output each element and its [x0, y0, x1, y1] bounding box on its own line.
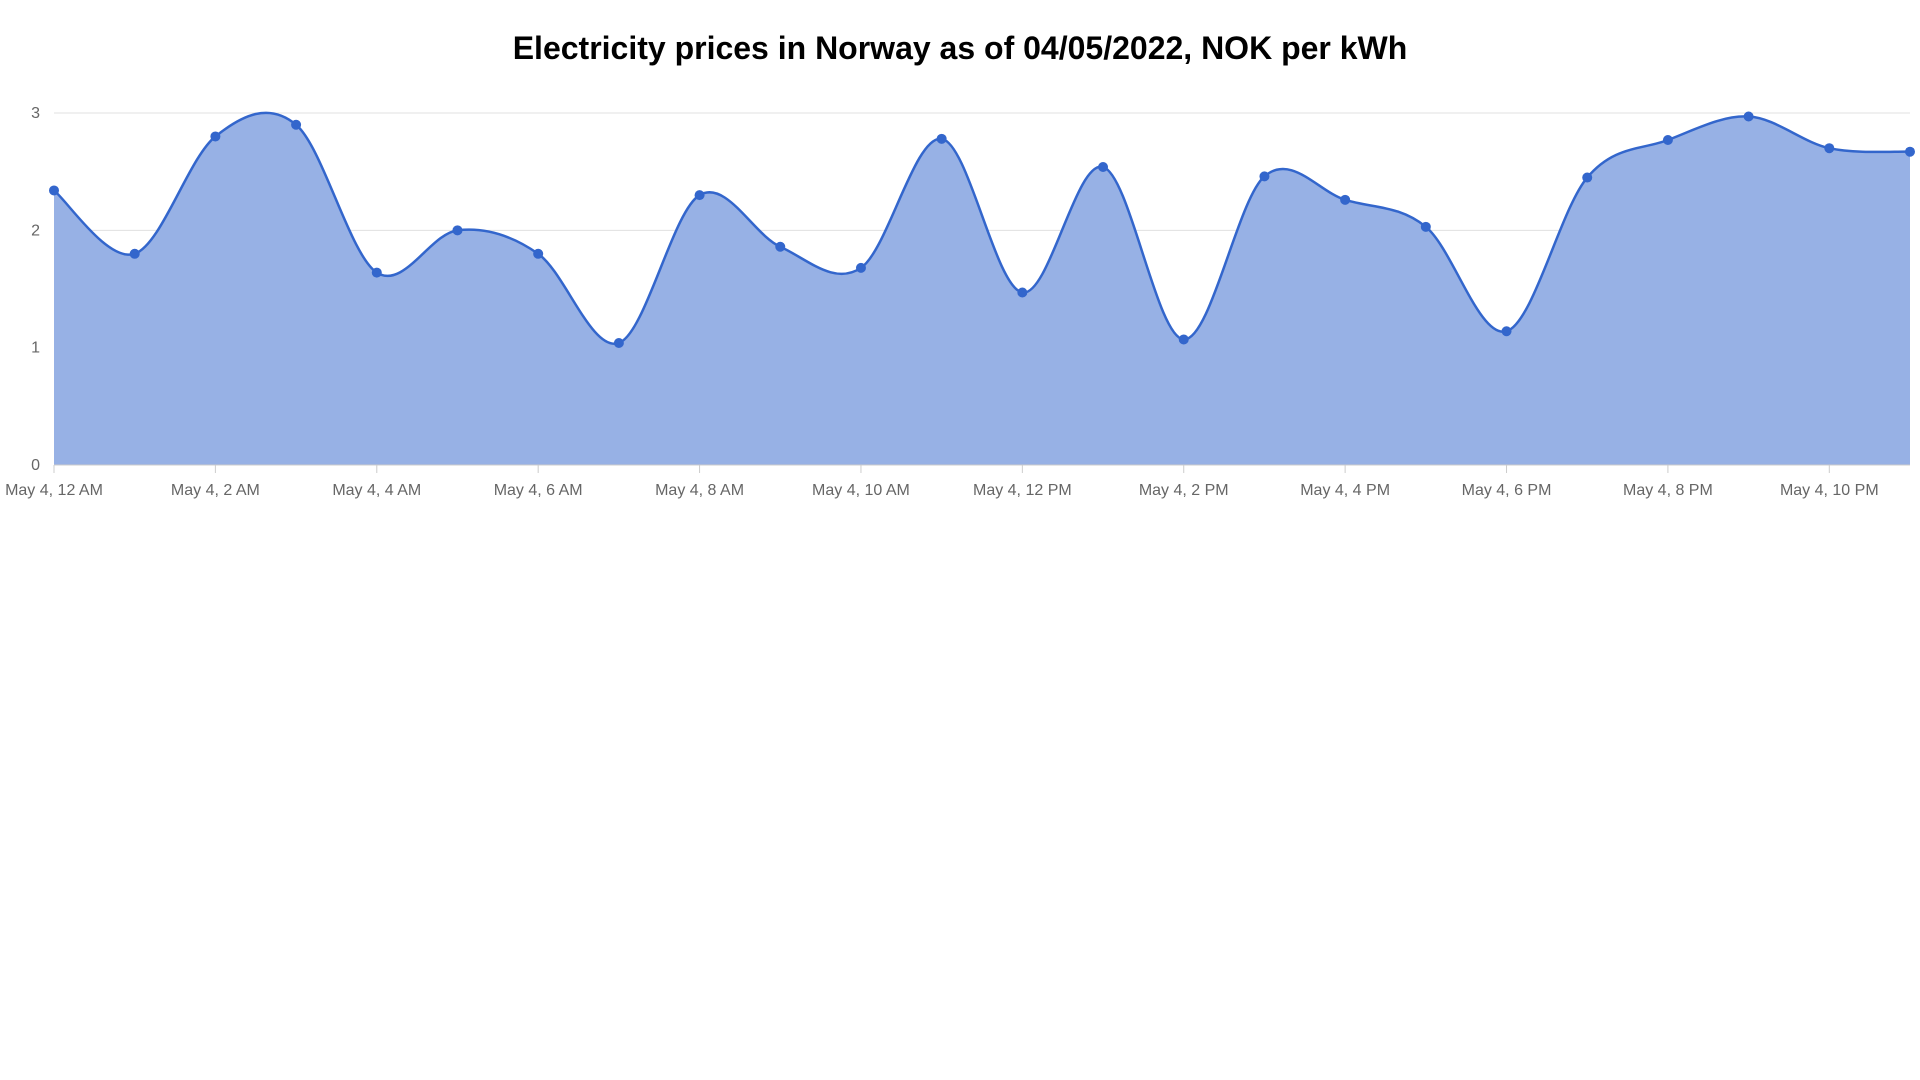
data-point[interactable]: [1259, 171, 1270, 182]
x-tick-label: May 4, 6 AM: [494, 482, 583, 499]
data-point[interactable]: [371, 267, 382, 278]
x-tick-label: May 4, 6 PM: [1462, 482, 1552, 499]
data-point[interactable]: [1905, 146, 1915, 157]
x-tick-label: May 4, 8 PM: [1623, 482, 1713, 499]
area-fill: [54, 112, 1910, 465]
x-tick-label: May 4, 8 AM: [655, 482, 744, 499]
area-series: [53, 111, 1911, 465]
data-point[interactable]: [291, 119, 302, 130]
data-point[interactable]: [1098, 161, 1109, 172]
y-tick-label: 3: [31, 105, 40, 122]
y-tick-label: 0: [31, 457, 40, 474]
data-point[interactable]: [1582, 172, 1593, 183]
data-point[interactable]: [1178, 334, 1189, 345]
series-line: [53, 111, 1911, 345]
x-tick-label: May 4, 12 AM: [5, 482, 103, 499]
data-point[interactable]: [1017, 287, 1028, 298]
data-point[interactable]: [1824, 143, 1835, 154]
x-tick-label: May 4, 4 AM: [332, 482, 421, 499]
data-point[interactable]: [775, 241, 786, 252]
data-point[interactable]: [855, 262, 866, 273]
data-point[interactable]: [1501, 326, 1512, 337]
data-point[interactable]: [694, 190, 705, 201]
data-point[interactable]: [1662, 134, 1673, 145]
axes: 0 1 2 3 May 4, 12 AM May 4, 2 AM May 4, 4 AM Ma…: [5, 105, 1910, 499]
chart-container: Electricity prices in Norway as of 04/05…: [0, 0, 1920, 520]
y-tick-label: 2: [31, 222, 40, 239]
data-point[interactable]: [1743, 111, 1754, 122]
x-tick-label: May 4, 4 PM: [1300, 482, 1390, 499]
data-point[interactable]: [210, 131, 221, 142]
data-point[interactable]: [1340, 194, 1351, 205]
data-points: [49, 111, 1915, 348]
data-point[interactable]: [1420, 221, 1431, 232]
data-point[interactable]: [936, 133, 947, 144]
data-point[interactable]: [452, 225, 463, 236]
x-tick-label: May 4, 2 PM: [1139, 482, 1229, 499]
data-point[interactable]: [533, 248, 544, 259]
x-tick-label: May 4, 10 PM: [1780, 482, 1879, 499]
x-tick-label: May 4, 2 AM: [171, 482, 260, 499]
data-point[interactable]: [613, 337, 624, 348]
y-tick-label: 1: [31, 340, 40, 357]
x-tick-label: May 4, 12 PM: [973, 482, 1072, 499]
chart-title: Electricity prices in Norway as of 04/05…: [512, 30, 1408, 66]
data-point[interactable]: [49, 185, 59, 196]
x-tick-label: May 4, 10 AM: [812, 482, 910, 499]
area-chart: 0 1 2 3 May 4, 12 AM May 4, 2 AM May 4, 4 AM Ma…: [5, 105, 1915, 499]
data-point[interactable]: [129, 248, 140, 259]
